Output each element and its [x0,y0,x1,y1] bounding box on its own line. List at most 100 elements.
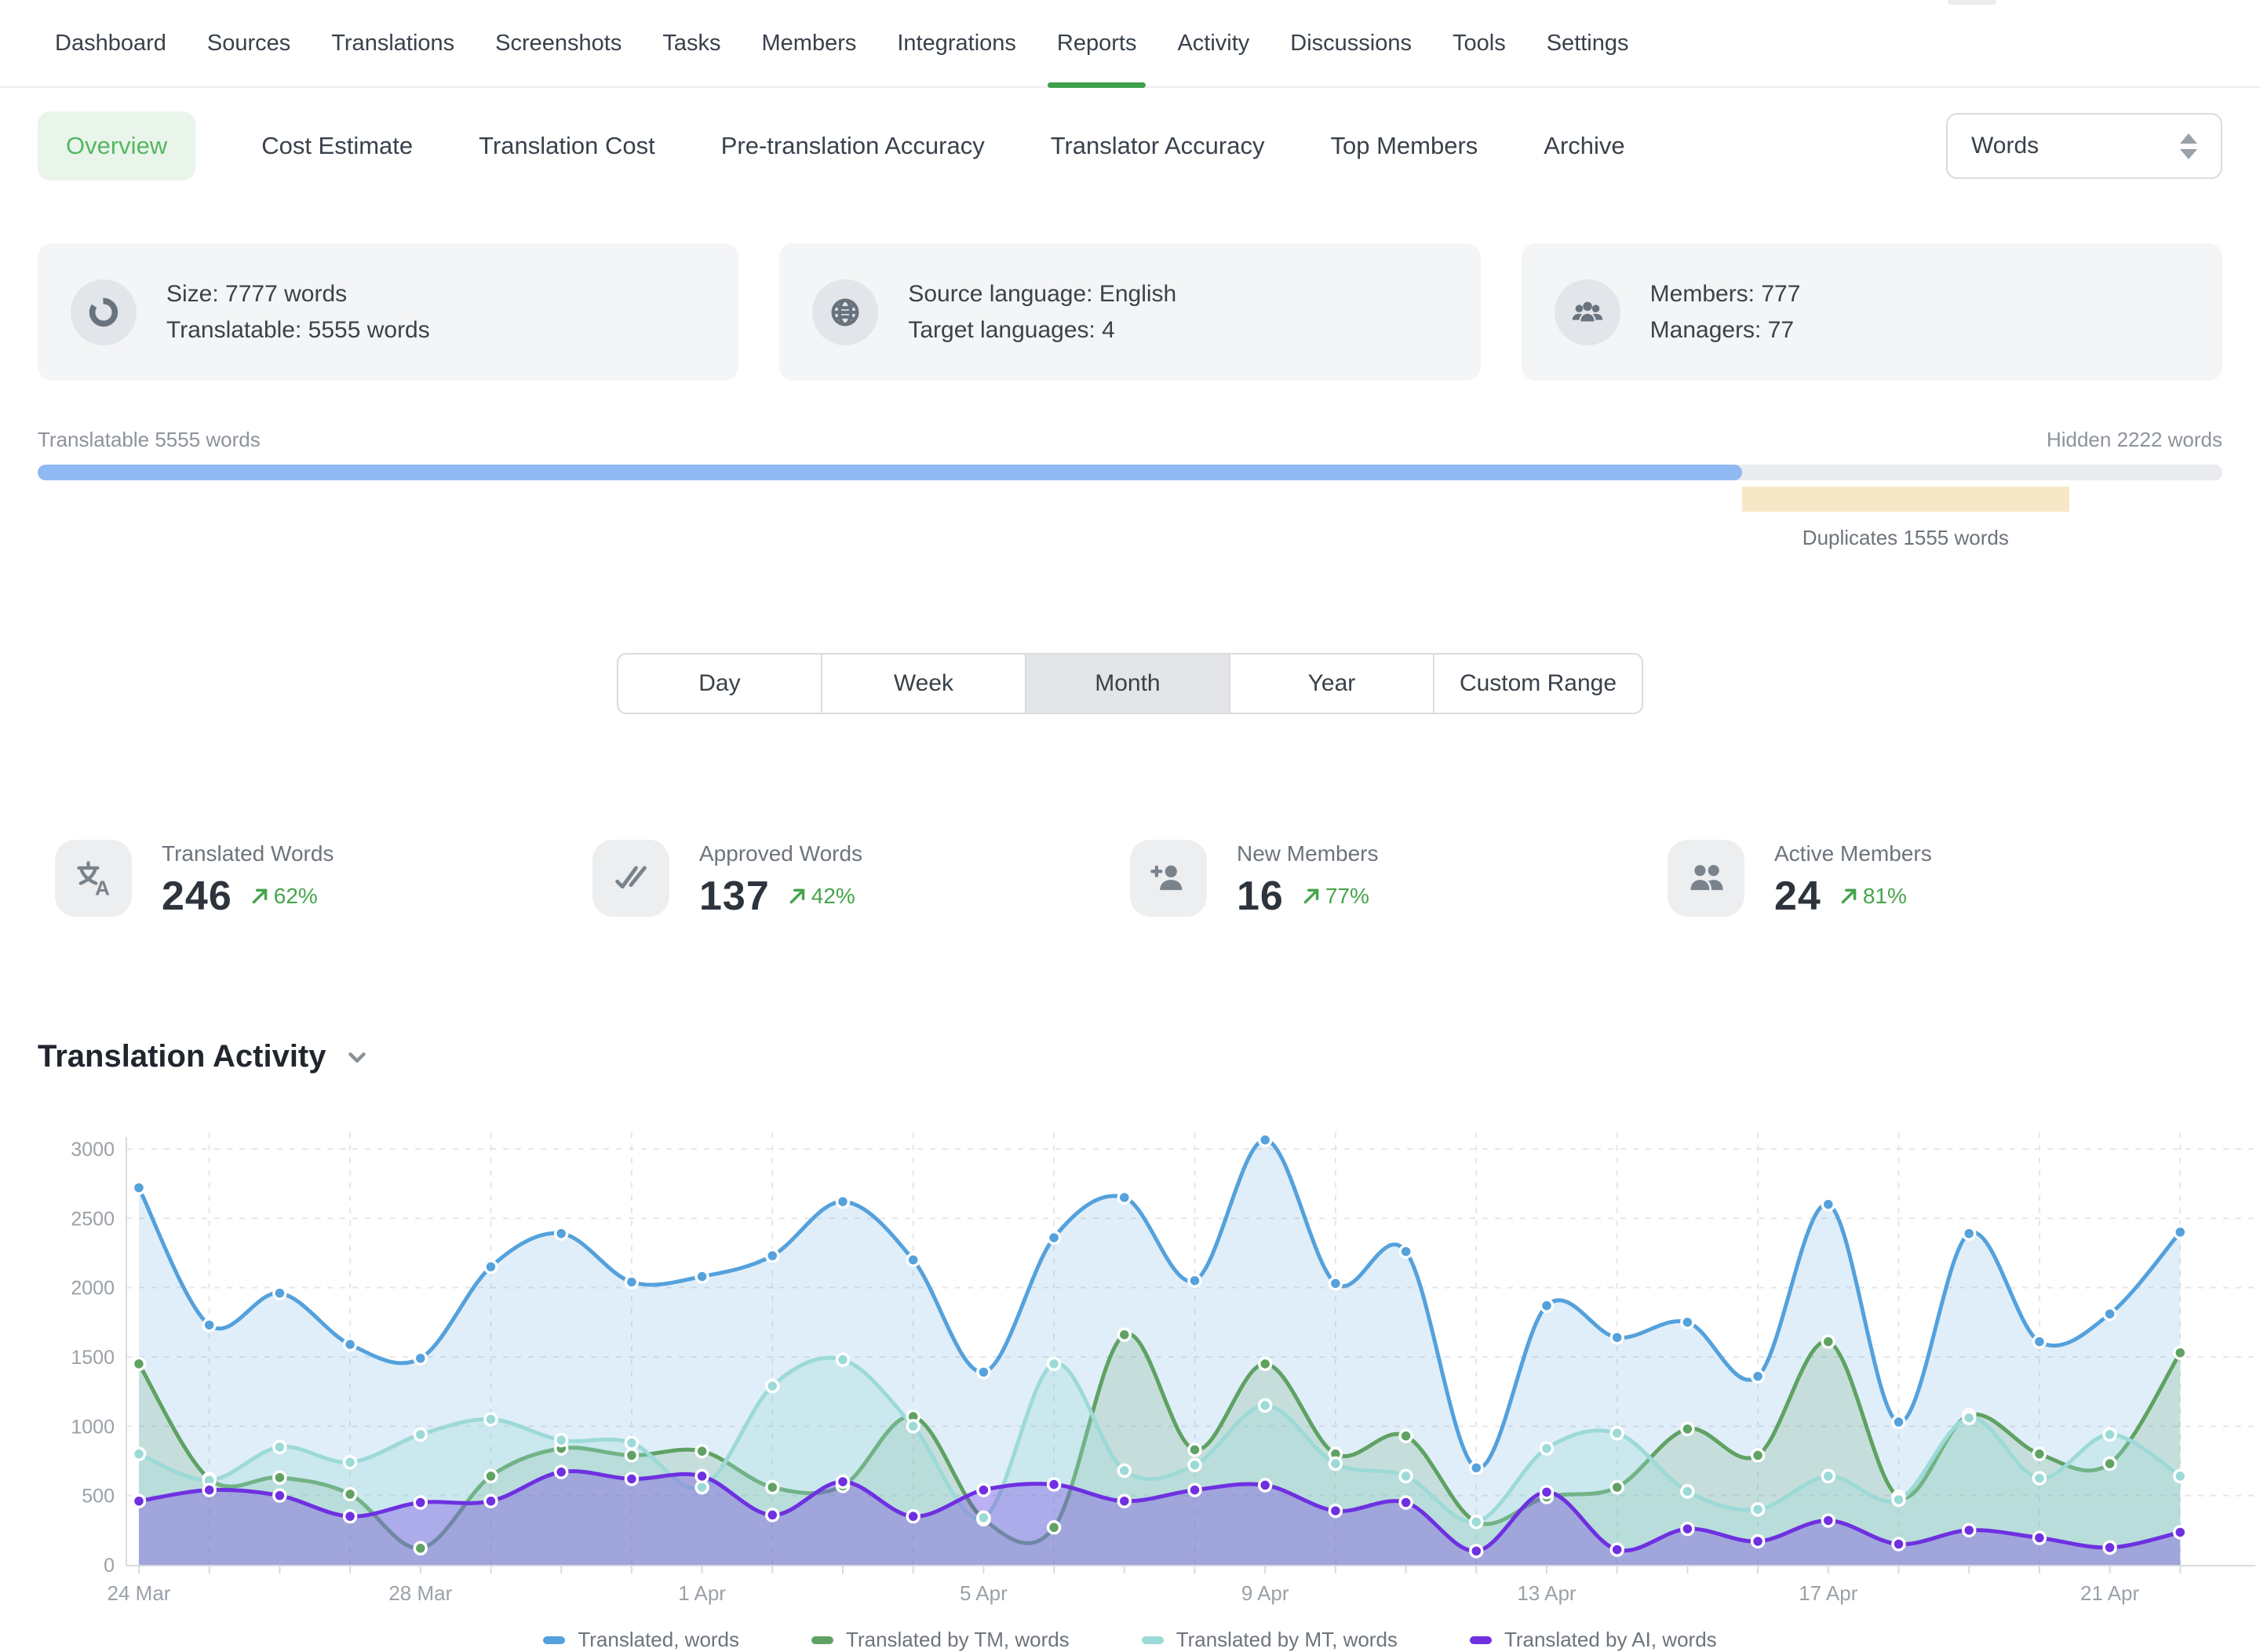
words-progress-bar [38,465,2222,480]
activity-area-chart[interactable]: 0 500 1000 1500 2000 2500 3000 24 Mar 28 Mar 1 Ap… [38,1106,2260,1614]
range-day-button[interactable]: Day [616,653,822,714]
nav-item-translations[interactable]: Translations [331,30,455,56]
duplicates-area: Duplicates 1555 words [38,480,2222,565]
duplicates-bar [1741,487,2070,512]
stat-change: 77% [1301,884,1369,909]
tab-pretranslation-accuracy[interactable]: Pre-translation Accuracy [720,132,985,159]
translation-activity-chart: 0 500 1000 1500 2000 2500 3000 24 Mar 28 Mar 1 Ap… [38,1106,2260,1618]
unit-select-value: Words [1971,133,2039,159]
legend-translated-ai[interactable]: Translated by AI, words [1469,1628,1717,1652]
legend-swatch-mt [1141,1636,1164,1644]
trend-up-icon [789,888,805,904]
stat-change: 42% [787,884,855,909]
users-icon [1668,840,1744,917]
nav-item-discussions[interactable]: Discussions [1290,30,1412,56]
sync-icon [71,279,137,345]
tab-archive[interactable]: Archive [1544,132,1625,159]
stat-label: Active Members [1774,841,1932,866]
svg-text:9 Apr: 9 Apr [1241,1581,1289,1605]
hidden-words-label: Hidden 2222 words [2046,428,2222,451]
stat-change: 81% [1839,884,1907,909]
nav-item-integrations[interactable]: Integrations [897,30,1016,56]
date-range-toggle: Day Week Month Year Custom Range [0,653,2260,714]
range-month-button[interactable]: Month [1024,653,1230,714]
legend-swatch-tm [811,1636,834,1644]
svg-text:0: 0 [104,1555,115,1577]
double-check-icon [592,840,669,917]
nav-item-dashboard[interactable]: Dashboard [55,30,166,56]
cropped-top-control [1948,0,1996,5]
stat-value: 24 [1774,873,1821,919]
section-title: Translation Activity [38,1039,326,1074]
svg-text:17 Apr: 17 Apr [1799,1581,1858,1605]
tab-cost-estimate[interactable]: Cost Estimate [261,132,414,159]
new-members-stat: New Members 16 77% [1130,840,1668,920]
svg-text:1000: 1000 [71,1416,115,1438]
svg-text:5 Apr: 5 Apr [960,1581,1008,1605]
approved-words-stat: Approved Words 137 42% [592,840,1130,920]
nav-item-activity[interactable]: Activity [1177,30,1250,56]
trend-up-icon [1841,888,1857,904]
translatable-words-label: Translatable 5555 words [38,428,261,451]
range-week-button[interactable]: Week [820,653,1026,714]
svg-text:1500: 1500 [71,1347,115,1369]
nav-item-tools[interactable]: Tools [1453,30,1506,56]
languages-card: Source language: English Target language… [779,243,1481,381]
nav-item-tasks[interactable]: Tasks [662,30,721,56]
svg-text:3000: 3000 [71,1139,115,1161]
source-language-line: Source language: English [908,280,1177,307]
members-count-line: Members: 777 [1649,280,1801,307]
translated-words-stat: A Translated Words 246 62% [55,840,592,920]
legend-translated[interactable]: Translated, words [543,1628,739,1652]
translatable-size-line: Translatable: 5555 words [166,316,430,343]
chevron-down-icon[interactable] [344,1044,370,1070]
range-year-button[interactable]: Year [1228,653,1434,714]
kpi-stats: A Translated Words 246 62% Approved Word… [55,840,2205,920]
stat-value: 16 [1237,873,1284,919]
stat-label: New Members [1237,841,1379,866]
nav-item-settings[interactable]: Settings [1546,30,1629,56]
words-breakdown: Translatable 5555 words Hidden 2222 word… [38,428,2222,565]
active-members-stat: Active Members 24 81% [1668,840,2205,920]
chart-legend: Translated, words Translated by TM, word… [0,1628,2260,1652]
reports-subnav: Overview Cost Estimate Translation Cost … [0,88,2260,204]
nav-item-reports[interactable]: Reports [1047,0,1146,88]
stat-label: Approved Words [699,841,863,866]
tab-overview[interactable]: Overview [38,111,196,181]
trend-up-icon [1303,888,1319,904]
project-size-line: Size: 7777 words [166,280,348,307]
members-card: Members: 777 Managers: 77 [1521,243,2222,381]
unit-select[interactable]: Words [1946,113,2222,179]
add-user-icon [1130,840,1207,917]
managers-count-line: Managers: 77 [1649,316,1795,343]
target-languages-line: Target languages: 4 [908,316,1115,343]
svg-text:1 Apr: 1 Apr [678,1581,726,1605]
globe-icon [812,279,879,345]
tab-translator-accuracy[interactable]: Translator Accuracy [1050,132,1265,159]
stat-change: 62% [250,884,318,909]
translate-icon: A [55,840,132,917]
stat-value: 246 [162,873,232,919]
legend-translated-mt[interactable]: Translated by MT, words [1141,1628,1398,1652]
translatable-bar-fill [38,465,1742,480]
nav-item-screenshots[interactable]: Screenshots [495,30,622,56]
legend-swatch-ai [1469,1636,1492,1644]
stat-value: 137 [699,873,770,919]
translation-activity-header: Translation Activity [38,1039,2222,1074]
duplicates-label: Duplicates 1555 words [1802,526,2009,549]
trend-up-icon [252,888,268,904]
nav-item-members[interactable]: Members [761,30,857,56]
tab-top-members[interactable]: Top Members [1330,132,1478,159]
legend-translated-tm[interactable]: Translated by TM, words [811,1628,1070,1652]
nav-item-sources[interactable]: Sources [206,30,291,56]
range-custom-button[interactable]: Custom Range [1432,653,1644,714]
svg-text:500: 500 [82,1486,115,1508]
svg-text:2500: 2500 [71,1208,115,1230]
svg-text:A: A [95,877,110,899]
tab-translation-cost[interactable]: Translation Cost [479,132,655,159]
svg-text:21 Apr: 21 Apr [2080,1581,2140,1605]
top-navigation: Dashboard Sources Translations Screensho… [0,0,2260,88]
stat-label: Translated Words [162,841,334,866]
svg-text:2000: 2000 [71,1278,115,1300]
summary-cards: Size: 7777 words Translatable: 5555 word… [38,243,2222,381]
